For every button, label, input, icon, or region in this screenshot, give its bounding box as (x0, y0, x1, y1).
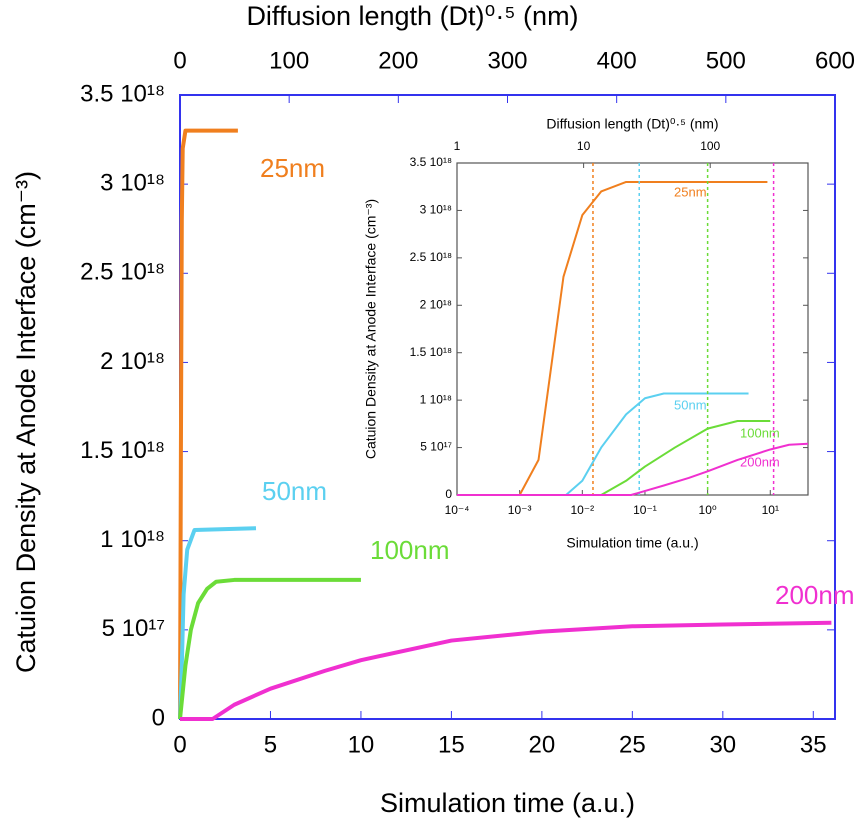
y-tick-label: 2.5 10¹⁸ (410, 250, 452, 264)
plot-frame (456, 162, 809, 496)
series-line (178, 577, 361, 720)
y-tick-label: 1 10¹⁸ (100, 526, 165, 553)
x-tick-label: 10⁰ (699, 503, 717, 517)
x-tick-label: 10 (348, 731, 375, 758)
y-tick-label: 1 10¹⁸ (420, 392, 452, 406)
y-axis-title: Catuion Density at Anode Interface (cm⁻³… (11, 171, 41, 673)
y-tick-label: 0 (152, 704, 165, 731)
x-tick-label: 10⁻² (570, 503, 594, 517)
x-tick-label: 15 (438, 731, 465, 758)
series-label: 100nm (740, 425, 780, 440)
y-tick-label: 3 10¹⁸ (100, 169, 165, 196)
x2-tick-label: 1 (454, 139, 461, 153)
series-line (178, 526, 257, 720)
x2-tick-label: 100 (700, 139, 720, 153)
x2-tick-label: 300 (487, 47, 527, 74)
y-tick-label: 2 10¹⁸ (100, 348, 165, 375)
series-line (457, 392, 749, 496)
y-tick-label: 1.5 10¹⁸ (410, 345, 452, 359)
x2-tick-label: 200 (378, 47, 418, 74)
x2-tick-label: 600 (815, 47, 855, 74)
y-tick-label: 3.5 10¹⁸ (80, 80, 165, 107)
series-line (457, 420, 771, 496)
x-tick-label: 35 (800, 731, 827, 758)
main-chart: 0 5 10¹⁷ 1 10¹⁸ 1.5 10¹⁸ 2 10¹⁸ 2.5 10¹⁸ 3 10¹… (11, 1, 855, 818)
series-label: 50nm (262, 476, 327, 506)
x2-tick-label: 100 (269, 47, 309, 74)
x-tick-label: 20 (529, 731, 556, 758)
y-tick-label: 3 10¹⁸ (420, 203, 452, 217)
x-tick-label: 10⁻¹ (633, 503, 657, 517)
x2-axis-title: Diffusion length (Dt)⁰·⁵ (nm) (546, 116, 718, 132)
x2-axis-title: Diffusion length (Dt)⁰·⁵ (nm) (246, 1, 578, 31)
x-axis-title: Simulation time (a.u.) (380, 788, 635, 818)
series-line (457, 180, 768, 496)
series-label: 25nm (260, 153, 325, 183)
x2-tick-label: 0 (173, 47, 186, 74)
x2-tick-label: 500 (706, 47, 746, 74)
series-line (178, 128, 238, 720)
x2-tick-label: 400 (597, 47, 637, 74)
x-tick-label: 0 (173, 731, 186, 758)
y-tick-label: 2 10¹⁸ (420, 297, 452, 311)
x-tick-label: 10¹ (762, 503, 779, 517)
series-label: 100nm (370, 535, 450, 565)
y-tick-label: 5 10¹⁷ (420, 440, 452, 454)
series-label: 200nm (775, 580, 855, 610)
y-tick-label: 1.5 10¹⁸ (80, 437, 165, 464)
series-label: 200nm (740, 454, 780, 469)
x2-tick-label: 10 (577, 139, 591, 153)
x-tick-label: 10⁻⁴ (445, 503, 470, 517)
series-label: 50nm (674, 397, 707, 412)
y-tick-label: 2.5 10¹⁸ (80, 259, 165, 286)
x-tick-label: 30 (709, 731, 736, 758)
y-tick-label: 3.5 10¹⁸ (410, 155, 452, 169)
inset-chart: 0 5 10¹⁷ 1 10¹⁸ 1.5 10¹⁸ 2 10¹⁸ 2.5 10¹⁸ 3 10¹… (363, 116, 809, 551)
y-tick-label: 5 10¹⁷ (102, 615, 165, 642)
x-tick-label: 5 (264, 731, 277, 758)
x-axis-title: Simulation time (a.u.) (566, 535, 698, 551)
x-tick-label: 10⁻³ (508, 503, 532, 517)
series-label: 25nm (674, 184, 707, 199)
y-axis-title: Catuion Density at Anode Interface (cm⁻³… (363, 199, 379, 459)
y-tick-label: 0 (445, 487, 452, 501)
series-line (180, 620, 832, 721)
series-line (457, 442, 809, 496)
x-tick-label: 25 (619, 731, 646, 758)
